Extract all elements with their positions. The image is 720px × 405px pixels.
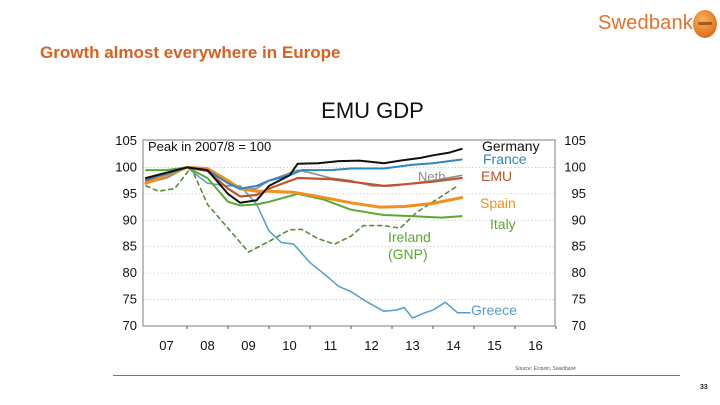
axis-layer: 105 105 100 100 95 95 90 90 85 85 80 80 75 75 70 70 07 08… xyxy=(115,133,586,353)
slide-title: Growth almost everywhere in Europe xyxy=(40,43,341,62)
x-tick-label: 11 xyxy=(324,338,338,353)
series-label-emu: EMU xyxy=(481,168,512,184)
plot-frame xyxy=(142,139,556,327)
y-tick-label-right: 100 xyxy=(564,159,586,174)
brand-name: Swedbank xyxy=(598,12,693,34)
series-layer xyxy=(144,147,471,319)
series-label-spain: Spain xyxy=(480,195,516,211)
series-line-germany xyxy=(145,147,463,204)
x-tick-label: 13 xyxy=(405,338,419,353)
y-tick-label-right: 95 xyxy=(572,186,586,201)
y-tick-label-left: 100 xyxy=(115,159,137,174)
y-tick-label-left: 105 xyxy=(115,133,137,148)
series-line-spain xyxy=(144,165,464,209)
chart-title: EMU GDP xyxy=(321,98,424,123)
source-note: Source: Ecowin, Swedbank xyxy=(515,366,576,372)
x-tick-label: 16 xyxy=(528,338,542,353)
y-tick-label-right: 90 xyxy=(572,212,586,227)
series-label-netherlands: Neth. xyxy=(418,169,449,184)
series-label-france: France xyxy=(483,151,527,167)
x-tick-label: 07 xyxy=(159,338,173,353)
chart-annotation: Peak in 2007/8 = 100 xyxy=(148,139,271,154)
series-label-germany: Germany xyxy=(482,138,540,154)
series-label-ireland-gnp: (GNP) xyxy=(388,246,428,262)
y-tick-label-left: 90 xyxy=(123,212,137,227)
swedbank-oak-logo-icon xyxy=(693,10,717,38)
y-tick-label-left: 70 xyxy=(123,318,137,333)
y-tick-label-right: 105 xyxy=(564,133,586,148)
y-tick-label-left: 80 xyxy=(123,265,137,280)
x-tick-label: 12 xyxy=(364,338,378,353)
series-label-greece: Greece xyxy=(471,302,517,318)
series-label-ireland: Ireland xyxy=(388,229,431,245)
y-tick-label-right: 75 xyxy=(572,292,586,307)
x-tick-label: 09 xyxy=(241,338,255,353)
grid-layer xyxy=(143,167,555,300)
footer-divider xyxy=(113,375,680,376)
y-tick-label-right: 80 xyxy=(572,265,586,280)
y-tick-label-left: 85 xyxy=(123,239,137,254)
y-tick-label-right: 70 xyxy=(572,318,586,333)
x-tick-label: 14 xyxy=(446,338,460,353)
x-tick-label: 15 xyxy=(487,338,501,353)
y-tick-label-right: 85 xyxy=(572,239,586,254)
series-label-italy: Italy xyxy=(490,216,516,232)
series-line-italy xyxy=(145,166,463,219)
y-tick-label-left: 75 xyxy=(123,292,137,307)
y-tick-label-left: 95 xyxy=(123,186,137,201)
x-tick-label: 10 xyxy=(282,338,296,353)
page-number: 33 xyxy=(700,384,708,391)
x-tick-label: 08 xyxy=(200,338,214,353)
